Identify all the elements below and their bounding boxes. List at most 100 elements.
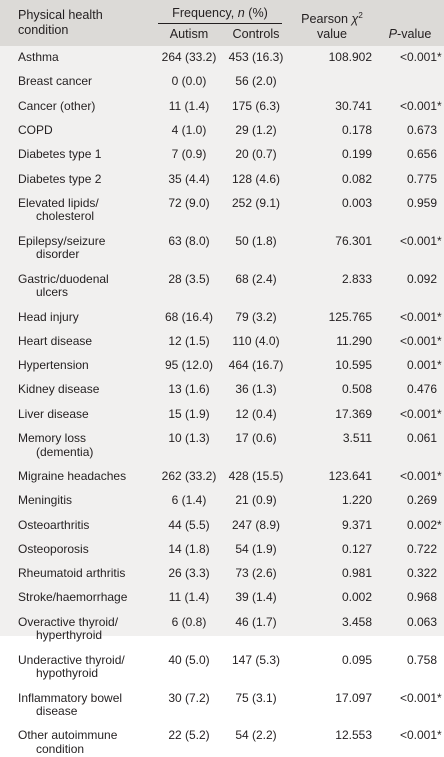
- cell-autism: 95 (12.0): [164, 358, 214, 373]
- header-frequency: Frequency, n (%): [172, 6, 268, 20]
- cell-chi: 17.097: [335, 690, 372, 705]
- p-value-text: 0.476: [406, 382, 437, 397]
- significance-marker: *: [437, 309, 442, 324]
- cell-condition: Hypertension: [18, 358, 158, 373]
- cell-p-value: <0.001*: [376, 50, 442, 65]
- p-value-text: <0.001: [399, 406, 437, 421]
- p-value-text: 0.673: [406, 122, 437, 137]
- cell-condition: Epilepsy/seizure disorder: [18, 233, 158, 262]
- cell-chi: 125.765: [328, 309, 372, 324]
- cell-p-value: 0.476: [376, 383, 440, 397]
- cell-autism: 264 (33.2): [161, 50, 217, 64]
- cell-condition: Head injury: [18, 309, 158, 325]
- cell-chi: 0.127: [341, 541, 372, 556]
- header-chi-line2: value: [316, 27, 348, 42]
- cell-condition: Stroke/haemorrhage: [18, 591, 158, 605]
- cell-controls: 147 (5.3): [231, 652, 281, 667]
- condition-line: Meningitis: [18, 493, 73, 508]
- cell-p-value: [376, 75, 440, 89]
- condition-line: Stroke/haemorrhage: [18, 590, 128, 605]
- condition-line: condition: [36, 741, 85, 756]
- cell-chi: 2.833: [341, 271, 372, 286]
- cell-autism: 30 (7.2): [168, 690, 210, 705]
- cell-p-value: 0.322: [376, 566, 440, 581]
- cell-chi: 12.553: [335, 728, 372, 743]
- condition-line: Osteoarthritis: [18, 517, 90, 532]
- p-value-text: <0.001: [399, 468, 437, 483]
- cell-chi: 0.981: [341, 566, 372, 581]
- condition-line: Osteoporosis: [18, 541, 89, 556]
- condition-line: hypothyroid: [36, 666, 99, 681]
- cell-controls: 464 (16.7): [228, 358, 284, 373]
- cell-p-value: 0.722: [376, 542, 440, 557]
- cell-autism: 44 (5.5): [168, 517, 210, 532]
- cell-autism: 68 (16.4): [164, 309, 214, 324]
- condition-line: hyperthyroid: [36, 628, 103, 643]
- condition-line: Migraine headaches: [18, 468, 127, 483]
- condition-line: Overactive thyroid/: [18, 614, 119, 629]
- cell-controls: 175 (6.3): [231, 98, 281, 113]
- p-value-text: 0.092: [406, 271, 437, 286]
- cell-chi: 3.458: [341, 614, 372, 629]
- cell-p-value: <0.001*: [376, 309, 442, 325]
- cell-autism: 11 (1.4): [168, 98, 210, 113]
- condition-line: Diabetes type 2: [18, 171, 102, 186]
- significance-marker: *: [437, 98, 442, 113]
- cell-chi: 3.511: [342, 431, 372, 445]
- cell-chi: 0.082: [341, 171, 372, 186]
- cell-controls: 12 (0.4): [235, 406, 277, 421]
- p-value-text: <0.001: [399, 309, 437, 324]
- cell-chi: 0.199: [341, 147, 372, 162]
- cell-condition: Meningitis: [18, 494, 158, 508]
- cell-p-value: 0.673: [376, 122, 440, 138]
- cell-controls: 79 (3.2): [235, 309, 277, 324]
- p-value-text: <0.001: [399, 50, 437, 64]
- condition-line: Elevated lipids/: [18, 195, 99, 210]
- cell-autism: 35 (4.4): [168, 171, 210, 186]
- cell-chi: 0.095: [341, 652, 372, 667]
- cell-condition: Kidney disease: [18, 383, 158, 397]
- cell-p-value: <0.001*: [376, 728, 442, 743]
- condition-line: Kidney disease: [18, 382, 100, 397]
- condition-line: Memory loss: [18, 431, 87, 445]
- condition-line: disorder: [36, 247, 80, 262]
- condition-line: Cancer (other): [18, 98, 96, 113]
- cell-p-value: 0.002*: [376, 517, 442, 533]
- condition-line: Epilepsy/seizure: [18, 233, 106, 248]
- cell-condition: Gastric/duodenal ulcers: [18, 272, 158, 300]
- cell-condition: Liver disease: [18, 407, 158, 422]
- cell-condition: Overactive thyroid/hyperthyroid: [18, 614, 158, 643]
- cell-autism: 0 (0.0): [171, 74, 207, 89]
- p-value-text: 0.758: [406, 652, 437, 667]
- cell-condition: Migraine headaches: [18, 468, 158, 484]
- cell-p-value: 0.061: [376, 431, 440, 446]
- cell-chi: 11.290: [336, 333, 372, 348]
- cell-autism: 28 (3.5): [168, 271, 210, 286]
- condition-line: (dementia): [36, 444, 94, 459]
- cell-controls: 17 (0.6): [235, 431, 277, 445]
- cell-autism: 6 (0.8): [171, 614, 207, 629]
- cell-p-value: <0.001*: [376, 98, 442, 114]
- cell-p-value: 0.775: [376, 172, 440, 187]
- cell-autism: 262 (33.2): [161, 468, 217, 483]
- cell-chi: 10.595: [335, 358, 372, 373]
- header-autism: Autism: [169, 27, 209, 41]
- cell-controls: 68 (2.4): [235, 271, 277, 286]
- p-value-text: 0.002: [406, 517, 437, 532]
- cell-controls: 39 (1.4): [235, 590, 277, 605]
- p-value-text: <0.001: [399, 728, 437, 743]
- cell-p-value: 0.063: [376, 615, 440, 630]
- cell-chi: 108.902: [328, 50, 372, 64]
- cell-chi: 1.220: [341, 493, 372, 508]
- cell-controls: 73 (2.6): [235, 566, 277, 581]
- header-chi-line1: Pearson χ2: [301, 11, 363, 27]
- cell-controls: 453 (16.3): [228, 50, 284, 64]
- cell-autism: 12 (1.5): [168, 333, 210, 348]
- cell-p-value: <0.001*: [376, 468, 442, 484]
- p-value-text: 0.959: [406, 195, 437, 210]
- condition-line: Head injury: [18, 309, 79, 324]
- condition-line: Asthma: [18, 50, 59, 64]
- cell-chi: 76.301: [335, 233, 372, 248]
- p-value-text: 0.269: [406, 493, 437, 508]
